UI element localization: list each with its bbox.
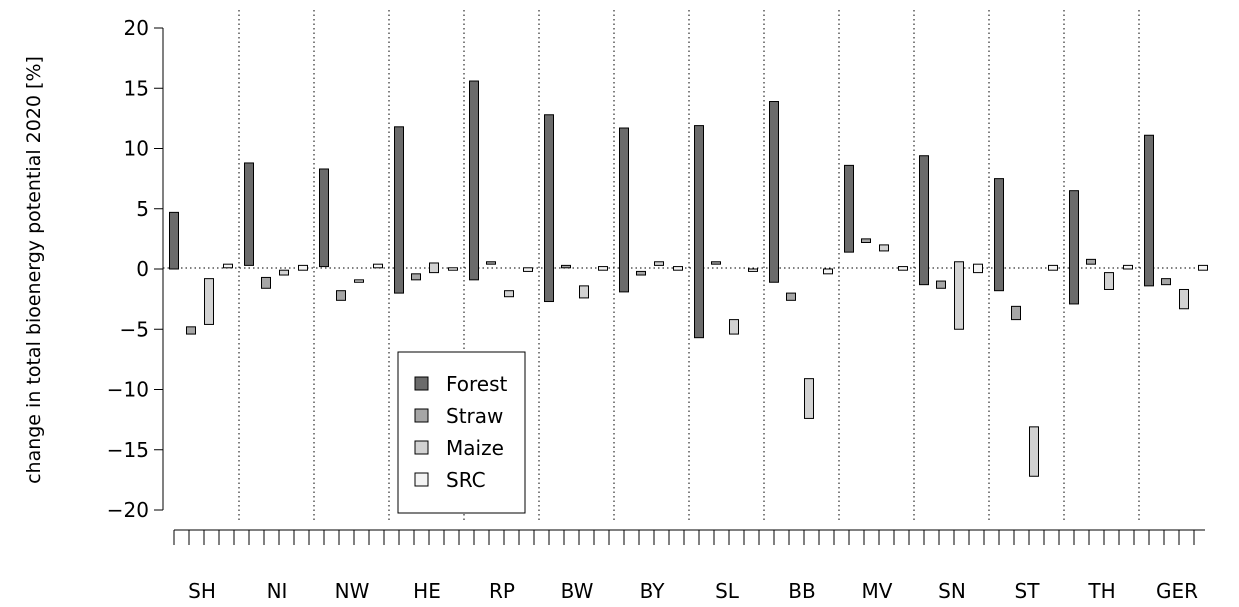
y-tick-label: −10	[107, 378, 149, 402]
x-category-label: BY	[640, 579, 666, 603]
bar-forest-sl	[694, 125, 704, 339]
y-axis-title-group: change in total bioenergy potential 2020…	[23, 56, 45, 484]
y-tick-label: 10	[124, 137, 149, 161]
bar-maize-ger	[1179, 288, 1189, 310]
bar-straw-ger	[1161, 278, 1171, 286]
bar-src-sl	[748, 268, 758, 272]
bar-straw-sn	[936, 280, 946, 289]
bar-forest-nw	[319, 168, 329, 268]
bar-straw-he	[411, 273, 421, 281]
bar-src-ger	[1198, 264, 1208, 271]
bar-straw-bw	[561, 264, 571, 269]
bar-forest-he	[394, 126, 404, 294]
bar-maize-by	[654, 261, 664, 266]
y-tick-label: 15	[124, 76, 149, 100]
y-tick-label: −20	[107, 498, 149, 522]
bar-src-by	[673, 266, 683, 271]
bar-forest-rp	[469, 80, 479, 281]
bar-forest-sn	[919, 155, 929, 286]
y-tick-label: 5	[136, 197, 149, 221]
x-category-label: SH	[188, 579, 216, 603]
bar-straw-ni	[261, 276, 271, 289]
bar-src-rp	[523, 267, 533, 272]
bar-straw-sh	[186, 326, 196, 335]
x-category-label: SN	[938, 579, 966, 603]
bar-forest-ger	[1144, 134, 1154, 287]
bar-maize-mv	[879, 244, 889, 252]
bar-straw-bb	[786, 292, 796, 301]
bar-maize-bw	[579, 285, 589, 299]
bar-src-th	[1123, 264, 1133, 270]
x-category-label: MV	[862, 579, 893, 603]
bar-maize-sh	[204, 278, 214, 325]
bar-src-bw	[598, 266, 608, 271]
bar-src-nw	[373, 263, 383, 269]
bar-forest-th	[1069, 190, 1079, 305]
bar-forest-st	[994, 178, 1004, 292]
bar-src-st	[1048, 264, 1058, 271]
bar-forest-mv	[844, 164, 854, 253]
bar-straw-rp	[486, 261, 496, 265]
bar-straw-st	[1011, 305, 1021, 321]
bar-straw-nw	[336, 290, 346, 301]
legend-label-straw: Straw	[446, 404, 503, 428]
bar-straw-by	[636, 270, 646, 276]
y-axis-title: change in total bioenergy potential 2020…	[23, 56, 45, 484]
x-category-label: SL	[715, 579, 740, 603]
bar-maize-sn	[954, 261, 964, 330]
bar-forest-bw	[544, 114, 554, 303]
legend-label-forest: Forest	[446, 372, 508, 396]
x-axis: SH NI NW HE RP BW BY SL BB MV SN ST TH GER	[173, 529, 1205, 603]
bar-straw-mv	[861, 238, 871, 243]
x-category-label: BB	[788, 579, 815, 603]
bar-forest-by	[619, 127, 629, 293]
y-tick-label: −5	[120, 317, 149, 341]
bar-src-he	[448, 267, 458, 271]
x-category-label: NW	[335, 579, 370, 603]
bar-maize-rp	[504, 290, 514, 298]
bar-maize-sl	[729, 319, 739, 335]
bar-straw-sl	[711, 261, 721, 265]
legend-swatch-forest	[414, 376, 429, 391]
bars	[169, 80, 1208, 477]
bar-src-ni	[298, 264, 308, 271]
legend: Forest Straw Maize SRC	[397, 351, 526, 514]
legend-swatch-straw	[414, 408, 429, 423]
x-category-label: ST	[1015, 579, 1041, 603]
bar-src-sh	[223, 263, 233, 269]
legend-label-maize: Maize	[446, 436, 504, 460]
legend-label-src: SRC	[446, 468, 486, 492]
bar-maize-nw	[354, 279, 364, 283]
bar-forest-bb	[769, 101, 779, 283]
bar-maize-ni	[279, 269, 289, 276]
y-axis: 20 15 10 5 0 −5 −10 −15 −20	[107, 16, 164, 522]
bar-forest-ni	[244, 162, 254, 266]
y-tick-label: 20	[124, 16, 149, 40]
bar-maize-he	[429, 262, 439, 274]
bar-maize-th	[1104, 272, 1114, 290]
bar-src-bb	[823, 268, 833, 275]
bar-src-mv	[898, 266, 908, 271]
legend-swatch-src	[414, 472, 429, 487]
bar-straw-th	[1086, 258, 1096, 265]
x-category-label: RP	[489, 579, 515, 603]
legend-swatch-maize	[414, 440, 429, 455]
x-category-label: GER	[1156, 579, 1198, 603]
x-category-label: NI	[267, 579, 288, 603]
bar-maize-st	[1029, 426, 1039, 477]
y-tick-label: 0	[136, 257, 149, 281]
x-category-label: TH	[1087, 579, 1115, 603]
y-tick-label: −15	[107, 438, 149, 462]
bar-forest-sh	[169, 211, 179, 270]
bar-maize-bb	[804, 378, 814, 419]
bar-src-sn	[973, 263, 983, 274]
x-category-label: BW	[561, 579, 594, 603]
x-category-label: HE	[413, 579, 441, 603]
